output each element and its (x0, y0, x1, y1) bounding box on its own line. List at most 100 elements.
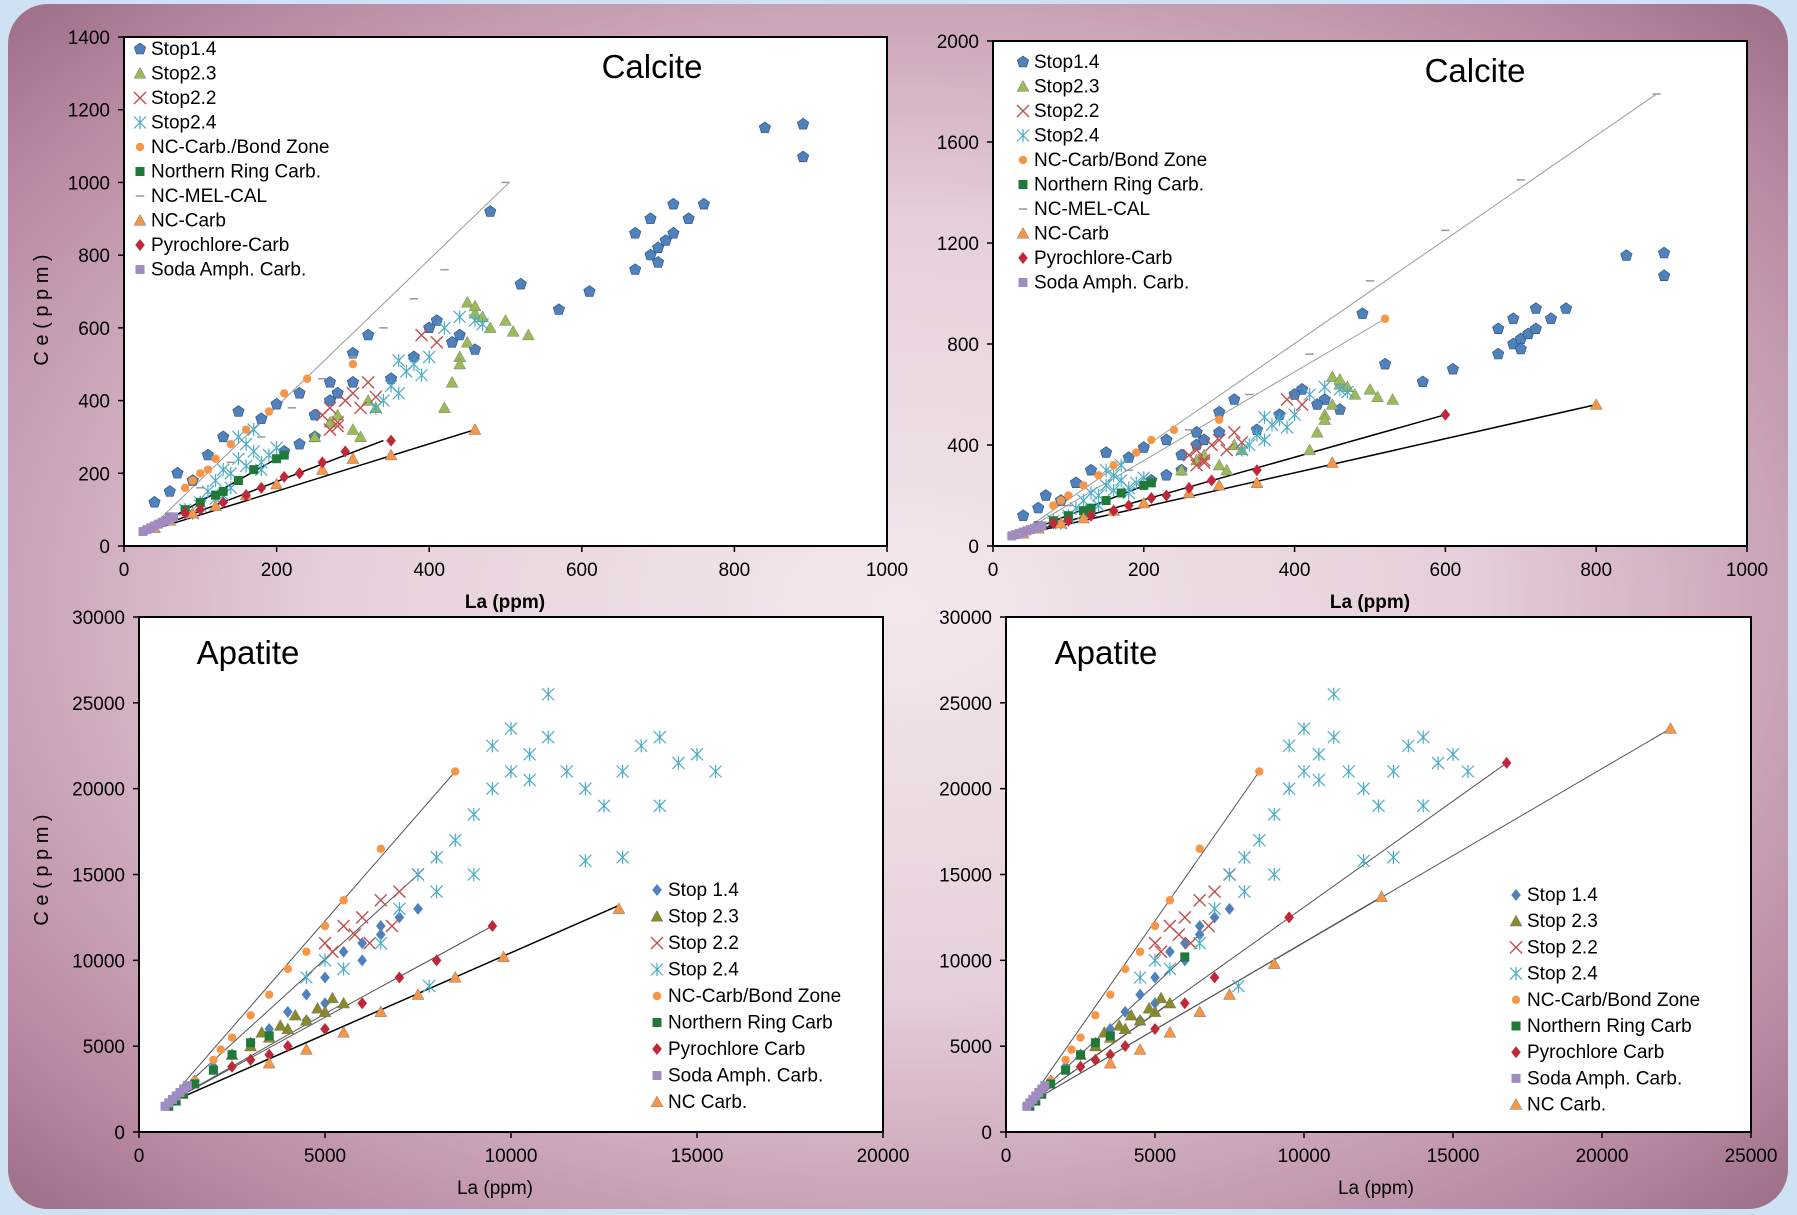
data-point (323, 376, 337, 388)
data-point (265, 990, 274, 999)
data-point (376, 928, 386, 941)
data-point (171, 466, 184, 479)
data-point (1182, 448, 1196, 462)
data-point (629, 226, 642, 239)
data-point (1492, 347, 1505, 360)
data-point (233, 476, 243, 486)
series-pyrochlore-carb (227, 920, 498, 1073)
legend-marker (1016, 227, 1030, 239)
data-point (279, 450, 289, 460)
data-point (1325, 398, 1339, 410)
data-point (1184, 936, 1198, 950)
data-point (468, 313, 482, 328)
data-point (348, 928, 362, 942)
data-point (361, 375, 375, 389)
data-point (227, 1050, 237, 1060)
data-point (1163, 1026, 1177, 1038)
data-point (1223, 867, 1236, 882)
legend-label: Stop 2.4 (668, 960, 739, 981)
data-point (325, 945, 339, 959)
data-point (320, 971, 330, 984)
data-point (797, 117, 810, 130)
data-point (438, 401, 451, 413)
data-point (1193, 936, 1207, 950)
y-tick-label: 20000 (939, 780, 992, 801)
x-axis-label: La (ppm) (465, 592, 545, 613)
data-point (1620, 249, 1633, 261)
series-stop1-4 (148, 117, 810, 508)
legend-label: NC-Carb (151, 211, 226, 232)
data-point (1121, 964, 1130, 974)
legend-marker (1509, 1098, 1523, 1110)
data-point (209, 473, 222, 488)
data-point (302, 374, 312, 383)
data-point (392, 386, 406, 400)
data-point (1061, 1055, 1070, 1065)
data-point (209, 1055, 218, 1065)
series-pyrochlore-carb (1075, 756, 1512, 1073)
data-point (1284, 911, 1294, 924)
data-point (1090, 1053, 1101, 1066)
data-point (1224, 902, 1235, 915)
legend-label: Stop1.4 (1034, 52, 1100, 73)
data-point (256, 481, 267, 494)
data-point (1101, 496, 1111, 506)
series-nc-carb-bond-zone (180, 360, 358, 493)
data-point (186, 506, 200, 519)
legend-marker (133, 115, 147, 130)
y-tick-label: 1400 (68, 28, 110, 49)
data-point (1150, 971, 1160, 984)
data-point (308, 430, 322, 442)
legend-label: NC Carb. (668, 1092, 747, 1113)
data-point (1357, 782, 1371, 796)
data-point (1075, 1060, 1086, 1073)
data-point (283, 964, 292, 974)
plot-content (1007, 93, 1671, 541)
data-point (323, 423, 337, 437)
reference-line (164, 874, 419, 1105)
data-point (438, 321, 451, 335)
data-point (1664, 722, 1677, 734)
chart-title: Calcite (1425, 52, 1526, 89)
data-point (1507, 312, 1520, 324)
plot-area (1005, 616, 1752, 1133)
data-point (1544, 312, 1558, 324)
x-tick-label: 0 (988, 560, 999, 581)
y-tick-label: 0 (968, 537, 979, 558)
data-point (1371, 390, 1384, 403)
x-tick-label: 0 (1001, 1146, 1012, 1167)
data-point (346, 346, 359, 359)
data-point (331, 408, 344, 421)
data-point (1529, 302, 1542, 314)
data-point (1212, 458, 1226, 471)
data-point (514, 277, 527, 290)
data-point (1076, 1033, 1085, 1042)
data-point (1106, 990, 1115, 999)
data-point (1208, 885, 1222, 899)
data-point (218, 486, 228, 496)
data-point (384, 448, 398, 461)
data-point (392, 353, 406, 368)
series-soda-amph-carb- (1007, 521, 1047, 541)
data-point (1386, 393, 1399, 405)
data-point (1193, 1005, 1207, 1017)
legend-label: Soda Amph. Carb. (1034, 273, 1189, 294)
data-point (216, 1045, 226, 1054)
legend-marker (1511, 1073, 1521, 1083)
legend-label: NC-Carb (1034, 224, 1109, 245)
data-point (667, 226, 680, 239)
data-point (1178, 910, 1192, 924)
data-point (196, 469, 205, 478)
data-point (1223, 988, 1236, 1000)
data-point (227, 1060, 237, 1073)
series-stop2-2 (1182, 393, 1309, 472)
data-point (1267, 807, 1281, 822)
y-tick-label: 15000 (939, 866, 992, 887)
plot-area (138, 616, 884, 1133)
data-point (195, 497, 205, 507)
data-point (299, 970, 313, 985)
data-point (1267, 957, 1281, 969)
data-point (485, 782, 499, 796)
data-point (1048, 517, 1059, 530)
data-point (1046, 1079, 1056, 1089)
